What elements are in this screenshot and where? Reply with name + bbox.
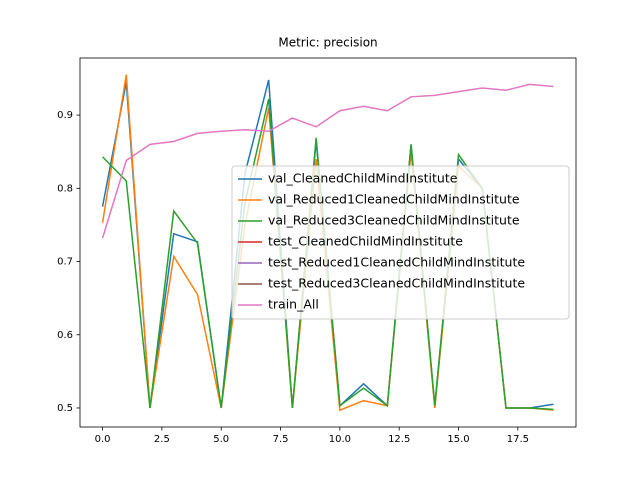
legend-label: test_Reduced3CleanedChildMindInstitute (268, 276, 525, 291)
legend-box (231, 165, 570, 320)
x-tick-label: 12.5 (388, 434, 410, 445)
legend: val_CleanedChildMindInstitute val_Reduced… (231, 165, 570, 320)
legend-label: test_CleanedChildMindInstitute (268, 234, 463, 249)
y-tick-label: 0.5 (57, 403, 73, 414)
series-line (101, 83, 554, 239)
legend-label: train_All (268, 297, 319, 312)
legend-label: test_Reduced1CleanedChildMindInstitute (268, 255, 525, 270)
x-tick-label: 7.5 (273, 434, 289, 445)
legend-label: val_Reduced3CleanedChildMindInstitute (268, 213, 520, 228)
x-tick-label: 2.5 (154, 434, 170, 445)
legend-label: val_CleanedChildMindInstitute (268, 171, 458, 186)
legend-label: val_Reduced1CleanedChildMindInstitute (268, 192, 520, 207)
plot-frame (79, 57, 577, 428)
x-tick-label: 5.0 (213, 434, 229, 445)
y-tick-label: 0.6 (57, 330, 73, 341)
y-tick-label: 0.8 (57, 183, 73, 194)
x-tick-label: 15.0 (447, 434, 469, 445)
y-tick-label: 0.9 (57, 110, 73, 121)
x-tick-label: 0.0 (95, 434, 111, 445)
chart-title: Metric: precision (278, 36, 377, 50)
x-tick-label: 10.0 (329, 434, 351, 445)
y-tick-label: 0.7 (57, 257, 73, 268)
x-tick-label: 17.5 (507, 434, 529, 445)
